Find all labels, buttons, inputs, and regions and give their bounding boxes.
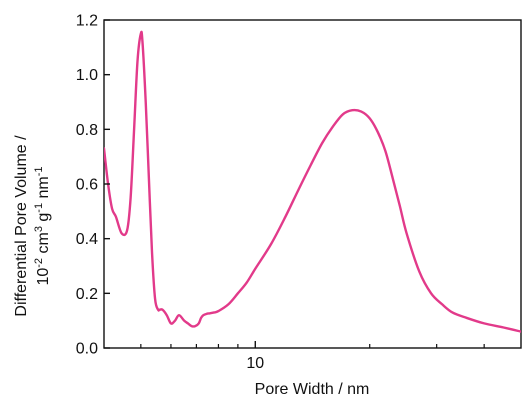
y-axis-label: Differential Pore Volume / 10-2 cm3 g-1 … xyxy=(13,135,52,317)
x-axis-ticks: 10 xyxy=(140,341,485,372)
x-tick-label: 10 xyxy=(246,355,264,372)
series-line xyxy=(104,30,521,333)
y-tick-label: 0.0 xyxy=(76,341,98,358)
y-axis-label-line-1: Differential Pore Volume / xyxy=(13,135,30,317)
y-axis-label-line-2: 10-2 cm3 g-1 nm-1 xyxy=(33,166,52,285)
y-tick-label: 1.2 xyxy=(76,13,98,30)
y-axis-ticks: 0.0 0.2 0.4 0.6 0.8 1.0 1.2 xyxy=(76,13,110,358)
plot-frame xyxy=(103,19,522,349)
plot-area xyxy=(103,19,522,349)
y-tick-label: 0.4 xyxy=(76,231,98,248)
x-axis-label: Pore Width / nm xyxy=(255,381,370,398)
y-tick-label: 0.2 xyxy=(76,286,98,303)
y-tick-label: 1.0 xyxy=(76,67,98,84)
y-tick-label: 0.6 xyxy=(76,177,98,194)
y-tick-label: 0.8 xyxy=(76,122,98,139)
